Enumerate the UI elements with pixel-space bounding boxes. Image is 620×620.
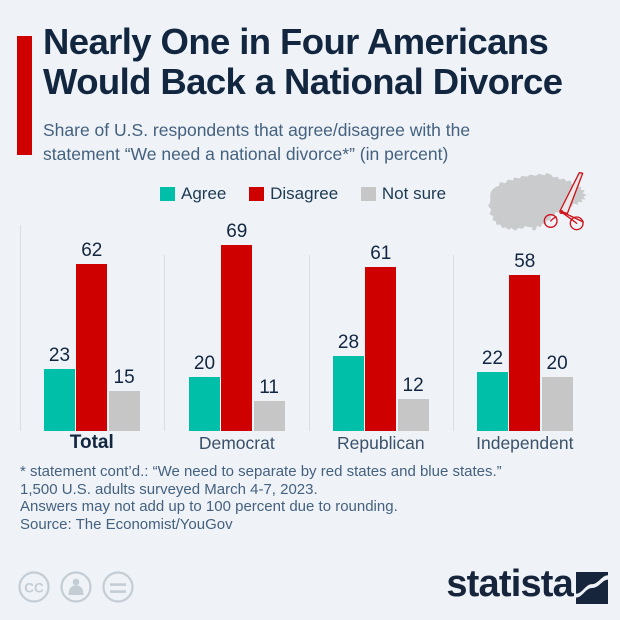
svg-text:CC: CC — [24, 581, 44, 596]
